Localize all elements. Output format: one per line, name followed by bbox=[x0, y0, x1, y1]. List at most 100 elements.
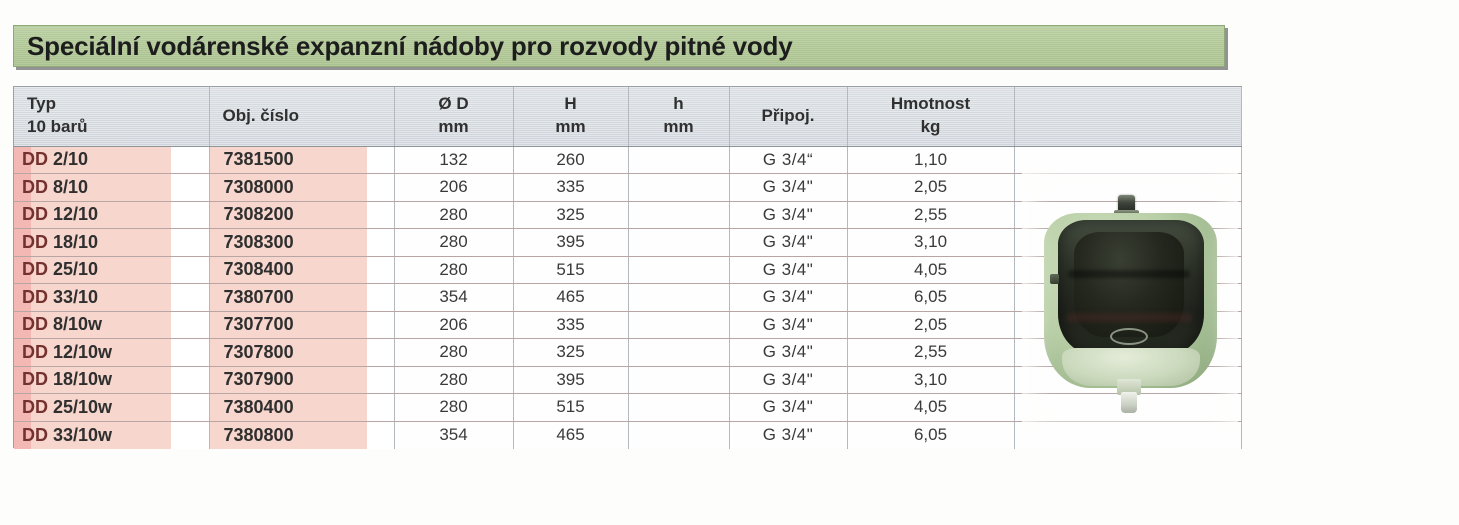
cell-obj-cislo: 7307800 bbox=[209, 338, 395, 367]
column-header-height-lower: h mm bbox=[628, 87, 730, 147]
cell-obj-cislo: 7308200 bbox=[209, 201, 395, 229]
cell-typ: DD 12/10w bbox=[14, 338, 210, 367]
cell-height-lower bbox=[628, 283, 730, 312]
cell-height-capital: 335 bbox=[513, 173, 629, 202]
cell-height-capital: 395 bbox=[513, 366, 629, 394]
cell-typ-value: 33/10w bbox=[53, 424, 113, 445]
column-header-height-lower-unit: mm bbox=[663, 117, 694, 137]
cell-typ-prefix: DD bbox=[22, 396, 48, 417]
cell-pripoj: G 3/4" bbox=[729, 311, 848, 339]
cell-obj-cislo-text: 7307700 bbox=[223, 314, 294, 335]
cell-typ: DD 12/10 bbox=[14, 201, 210, 229]
specification-table-container: Typ 10 barů Obj. číslo Ø D mm H mm bbox=[13, 86, 1242, 449]
cell-height-lower bbox=[628, 338, 730, 367]
cell-obj-cislo-text: 7308000 bbox=[223, 176, 294, 197]
cell-obj-cislo: 7307900 bbox=[209, 366, 395, 394]
cell-hmotnost: 6,05 bbox=[847, 421, 1015, 449]
column-header-diameter-symbol: Ø D bbox=[438, 94, 469, 114]
cell-obj-cislo: 7380800 bbox=[209, 421, 395, 449]
cell-hmotnost: 1,10 bbox=[847, 146, 1015, 174]
column-header-typ: Typ 10 barů bbox=[14, 87, 210, 147]
product-photo bbox=[1022, 170, 1238, 432]
cell-hmotnost: 4,05 bbox=[847, 393, 1015, 422]
cell-typ-value: 25/10 bbox=[53, 259, 99, 280]
cell-typ-text: DD 18/10w bbox=[14, 369, 208, 390]
vessel-top-valve bbox=[1114, 195, 1139, 216]
cell-typ-value: 8/10 bbox=[53, 176, 89, 197]
cell-typ: DD 33/10 bbox=[14, 283, 210, 312]
column-header-hmotnost-label: Hmotnost bbox=[890, 94, 971, 114]
cell-height-lower bbox=[628, 228, 730, 257]
column-header-height-capital-symbol: H bbox=[564, 94, 577, 114]
cell-hmotnost: 2,55 bbox=[847, 338, 1015, 367]
cell-typ-text: DD 33/10w bbox=[14, 424, 208, 446]
cell-height-lower bbox=[628, 256, 730, 284]
typ-highlight-band bbox=[14, 394, 171, 421]
cell-height-lower bbox=[628, 201, 730, 229]
cell-height-lower bbox=[628, 146, 730, 174]
cell-height-capital: 465 bbox=[513, 421, 629, 449]
cell-typ-prefix: DD bbox=[22, 314, 48, 335]
cell-obj-cislo: 7381500 bbox=[209, 146, 395, 174]
cell-typ: DD 33/10w bbox=[14, 421, 210, 449]
obj-highlight-band bbox=[209, 256, 367, 283]
cell-pripoj: G 3/4" bbox=[729, 393, 848, 422]
cell-typ-prefix: DD bbox=[22, 341, 48, 362]
cell-typ-text: DD 8/10 bbox=[14, 176, 208, 198]
cell-typ: DD 2/10 bbox=[14, 146, 210, 174]
cell-height-capital: 260 bbox=[513, 146, 629, 174]
column-header-height-lower-symbol: h bbox=[673, 94, 684, 114]
cell-obj-cislo-text: 7308300 bbox=[223, 231, 294, 252]
vessel-side-nub bbox=[1050, 274, 1059, 284]
cell-obj-cislo-text: 7307900 bbox=[223, 369, 294, 390]
obj-highlight-band bbox=[209, 421, 367, 449]
cell-height-lower bbox=[628, 173, 730, 202]
cell-typ-prefix: DD bbox=[22, 176, 48, 197]
cell-obj-cislo-text: 7308400 bbox=[223, 259, 294, 280]
cell-obj-cislo: 7308000 bbox=[209, 173, 395, 202]
cell-obj-cislo: 7308300 bbox=[209, 228, 395, 257]
cell-typ: DD 25/10 bbox=[14, 256, 210, 284]
cell-diameter: 280 bbox=[394, 338, 514, 367]
cell-height-capital: 395 bbox=[513, 228, 629, 257]
cell-height-capital: 515 bbox=[513, 256, 629, 284]
column-header-typ-line1: Typ bbox=[27, 94, 56, 114]
cell-obj-cislo-text: 7308200 bbox=[223, 204, 294, 225]
typ-highlight-band bbox=[14, 229, 171, 256]
obj-highlight-band bbox=[209, 284, 367, 311]
cell-pripoj: G 3/4“ bbox=[729, 146, 848, 174]
obj-highlight-band bbox=[209, 366, 367, 393]
cell-pripoj: G 3/4" bbox=[729, 421, 848, 449]
cell-typ-value: 33/10 bbox=[53, 286, 99, 307]
obj-highlight-band bbox=[209, 146, 367, 173]
typ-highlight-band bbox=[14, 339, 171, 366]
typ-highlight-band bbox=[14, 174, 171, 201]
cell-height-lower bbox=[628, 366, 730, 394]
column-header-height-capital: H mm bbox=[513, 87, 629, 147]
page-title: Speciální vodárenské expanzní nádoby pro… bbox=[27, 30, 793, 61]
cell-height-capital: 515 bbox=[513, 393, 629, 422]
cell-photo-area bbox=[1014, 421, 1242, 449]
cell-hmotnost: 2,05 bbox=[847, 173, 1015, 202]
column-header-hmotnost: Hmotnost kg bbox=[847, 87, 1015, 147]
cell-obj-cislo-text: 7381500 bbox=[223, 149, 294, 170]
vessel-inner-bladder bbox=[1074, 232, 1184, 337]
cell-typ-text: DD 12/10 bbox=[14, 204, 208, 225]
obj-highlight-band bbox=[209, 339, 367, 366]
cell-typ: DD 18/10w bbox=[14, 366, 210, 394]
cell-diameter: 132 bbox=[394, 146, 514, 174]
cell-diameter: 280 bbox=[394, 201, 514, 229]
cell-obj-cislo-text: 7380800 bbox=[223, 424, 294, 445]
cell-height-lower bbox=[628, 421, 730, 449]
obj-highlight-band bbox=[209, 311, 367, 338]
vessel-bottom-connector bbox=[1117, 379, 1141, 395]
obj-highlight-band bbox=[209, 394, 367, 421]
column-header-photo bbox=[1014, 87, 1242, 147]
cell-typ-text: DD 2/10 bbox=[14, 149, 208, 170]
cell-typ-value: 12/10w bbox=[53, 341, 113, 362]
vessel-shadow-band-lower bbox=[1066, 313, 1192, 322]
column-header-hmotnost-unit: kg bbox=[920, 117, 941, 137]
table-header-row: Typ 10 barů Obj. číslo Ø D mm H mm bbox=[14, 87, 1242, 147]
specification-table: Typ 10 barů Obj. číslo Ø D mm H mm bbox=[14, 87, 1242, 449]
